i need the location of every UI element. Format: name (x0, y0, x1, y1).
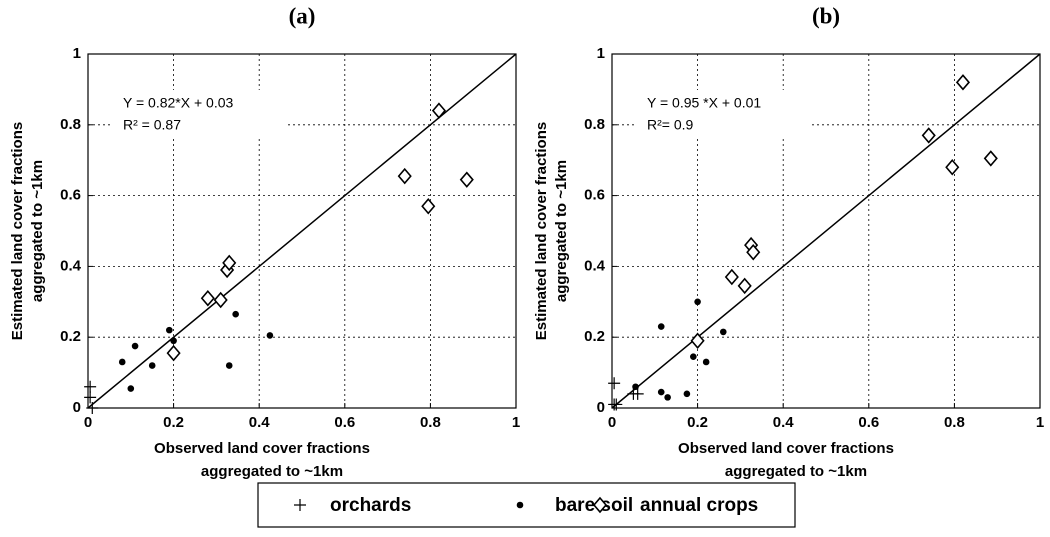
x-tick-label: 0.2 (687, 414, 708, 431)
x-tick-label: 0.8 (944, 414, 965, 431)
x-axis-label: Observed land cover fractions (154, 440, 370, 457)
y-axis-label: Estimated land cover fractions (533, 122, 550, 340)
y-axis-label: Estimated land cover fractions (9, 122, 26, 340)
y-tick-label: 1 (597, 45, 605, 62)
diamond-marker (421, 197, 436, 215)
x-axis-label: aggregated to ~1km (725, 463, 867, 480)
dot-marker (694, 298, 701, 306)
y-tick-label: 1 (73, 45, 81, 62)
one-to-one-line (611, 53, 1041, 409)
y-axis-label: aggregated to ~1km (553, 160, 570, 302)
diamond-marker (690, 332, 705, 349)
plus-marker (610, 398, 623, 411)
y-axis-label: aggregated to ~1km (29, 160, 46, 302)
y-tick-label: 0 (73, 399, 81, 416)
y-tick-label: 0 (597, 399, 605, 416)
diamond-marker (213, 291, 228, 309)
chart-title: (a) (289, 3, 316, 28)
plus-marker (86, 402, 99, 414)
diamond-marker (397, 167, 412, 185)
legend-label: annual crops (640, 495, 758, 516)
x-tick-label: 0.6 (334, 414, 355, 431)
axes-frame (87, 53, 517, 409)
y-tick-label: 0.6 (584, 187, 605, 204)
chart-title: (b) (812, 3, 840, 28)
annotation: Y = 0.95 *X + 0.01 (647, 95, 761, 111)
legend-marker (592, 496, 608, 514)
diamond-marker (945, 159, 960, 176)
diamond-marker (166, 344, 181, 362)
x-tick-label: 0.6 (858, 414, 879, 431)
legend-marker (294, 499, 306, 511)
legend-marker (516, 501, 524, 509)
dot-marker (225, 362, 233, 369)
dot-marker (657, 388, 665, 396)
one-to-one-line (87, 53, 517, 409)
plus-marker (84, 391, 97, 404)
diamond-marker (983, 150, 998, 167)
annotation-box (113, 90, 288, 138)
plus-marker (84, 380, 97, 393)
x-tick-label: 0.2 (163, 414, 184, 431)
diamond-marker (200, 290, 215, 307)
dot-marker (702, 358, 710, 366)
x-tick-label: 0.4 (773, 414, 795, 431)
diamond-marker (955, 74, 971, 91)
diamond-marker (746, 244, 761, 261)
dot-marker (170, 337, 177, 345)
annotation: R² = 0.87 (123, 117, 181, 133)
diamond-marker (724, 268, 739, 286)
y-tick-label: 0.2 (60, 328, 81, 345)
plus-marker (631, 387, 644, 400)
y-tick-label: 0.8 (584, 116, 605, 133)
annotation: R²= 0.9 (647, 117, 694, 133)
diamond-marker (459, 171, 474, 188)
dot-marker (266, 332, 274, 339)
diamond-marker (921, 127, 936, 144)
y-tick-label: 0.4 (584, 257, 606, 274)
dot-marker (664, 394, 671, 401)
legend-label: orchards (330, 495, 411, 516)
dot-marker (131, 342, 139, 350)
y-tick-label: 0.2 (584, 328, 605, 345)
x-tick-label: 0 (84, 414, 92, 431)
dot-marker (632, 383, 639, 391)
y-tick-label: 0.6 (60, 187, 81, 204)
legend-box (257, 482, 796, 528)
dot-marker (690, 353, 697, 360)
x-tick-label: 1 (512, 414, 520, 431)
annotation-box (637, 90, 812, 138)
dot-marker (232, 310, 239, 318)
dot-marker (683, 390, 691, 398)
diamond-marker (431, 102, 447, 119)
y-tick-label: 0.4 (60, 257, 82, 274)
x-tick-label: 1 (1036, 414, 1044, 431)
plus-marker (608, 377, 621, 390)
diamond-marker (222, 254, 237, 272)
y-tick-label: 0.8 (60, 116, 81, 133)
x-tick-label: 0 (608, 414, 616, 431)
axes-frame (611, 53, 1041, 409)
dot-marker (127, 385, 135, 392)
dot-marker (657, 323, 665, 330)
annotation: Y = 0.82*X + 0.03 (123, 95, 233, 111)
dot-marker (719, 328, 727, 336)
x-axis-label: Observed land cover fractions (678, 440, 894, 457)
diamond-marker (737, 277, 752, 295)
x-tick-label: 0.4 (249, 414, 271, 431)
x-tick-label: 0.8 (420, 414, 441, 431)
dot-marker (166, 326, 173, 334)
x-axis-label: aggregated to ~1km (201, 463, 343, 480)
dot-marker (118, 358, 126, 366)
dot-marker (148, 362, 156, 369)
